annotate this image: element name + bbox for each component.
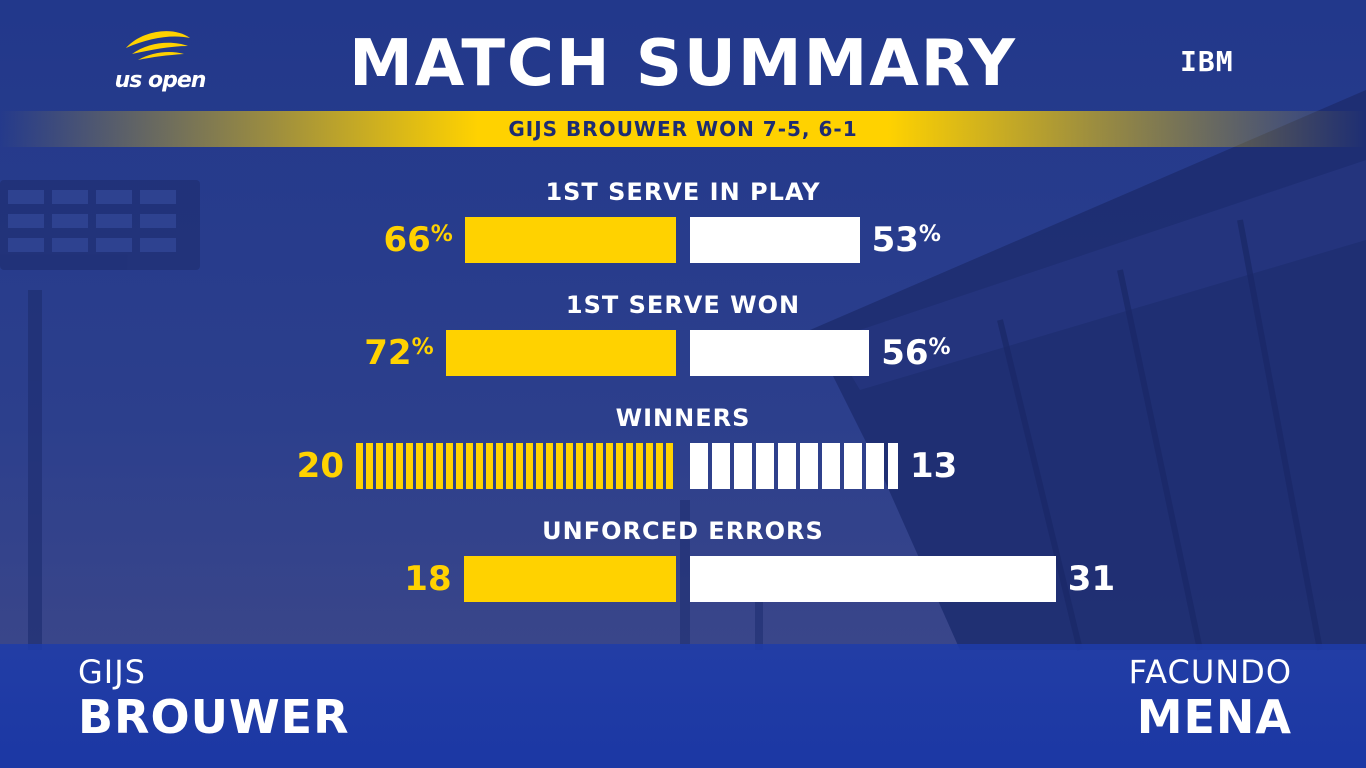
value-right: 13 <box>910 446 958 486</box>
tennis-ball-icon <box>126 31 190 60</box>
player-left: GIJS BROUWER <box>78 656 350 740</box>
sponsor-text: IBM <box>1180 45 1234 78</box>
player-left-last: BROUWER <box>78 690 350 744</box>
bar-right <box>690 443 898 489</box>
ibm-logo: IBM <box>1180 45 1256 78</box>
bar-left <box>464 217 676 263</box>
value-left: 18 <box>404 559 452 599</box>
bar-right <box>690 556 1056 602</box>
value-right: 31 <box>1067 559 1116 599</box>
player-right-last: MENA <box>1136 690 1292 744</box>
value-left: 66% <box>383 220 453 260</box>
stat-label: 1ST SERVE IN PLAY <box>545 178 821 206</box>
stat-label: WINNERS <box>615 404 751 432</box>
result-banner: GIJS BROUWER WON 7-5, 6-1 <box>0 111 1366 147</box>
bar-right <box>690 330 870 376</box>
result-text: GIJS BROUWER WON 7-5, 6-1 <box>508 117 858 141</box>
value-left: 72% <box>364 333 434 373</box>
bar-right <box>690 217 860 263</box>
player-left-first: GIJS <box>78 653 146 691</box>
bar-left <box>445 330 676 376</box>
player-footer: GIJS BROUWER FACUNDO MENA <box>0 644 1366 768</box>
value-right: 56% <box>881 333 951 373</box>
bar-left <box>356 443 676 489</box>
stat-label: UNFORCED ERRORS <box>542 517 824 545</box>
us-open-logo: us open <box>104 28 214 98</box>
player-right-first: FACUNDO <box>1128 653 1292 691</box>
logo-text: us open <box>114 68 207 93</box>
value-right: 53% <box>871 220 941 260</box>
value-left: 20 <box>296 446 344 486</box>
player-right: FACUNDO MENA <box>1129 656 1292 740</box>
bar-left <box>463 556 676 602</box>
stat-label: 1ST SERVE WON <box>565 291 801 319</box>
page-title: MATCH SUMMARY <box>349 27 1017 101</box>
